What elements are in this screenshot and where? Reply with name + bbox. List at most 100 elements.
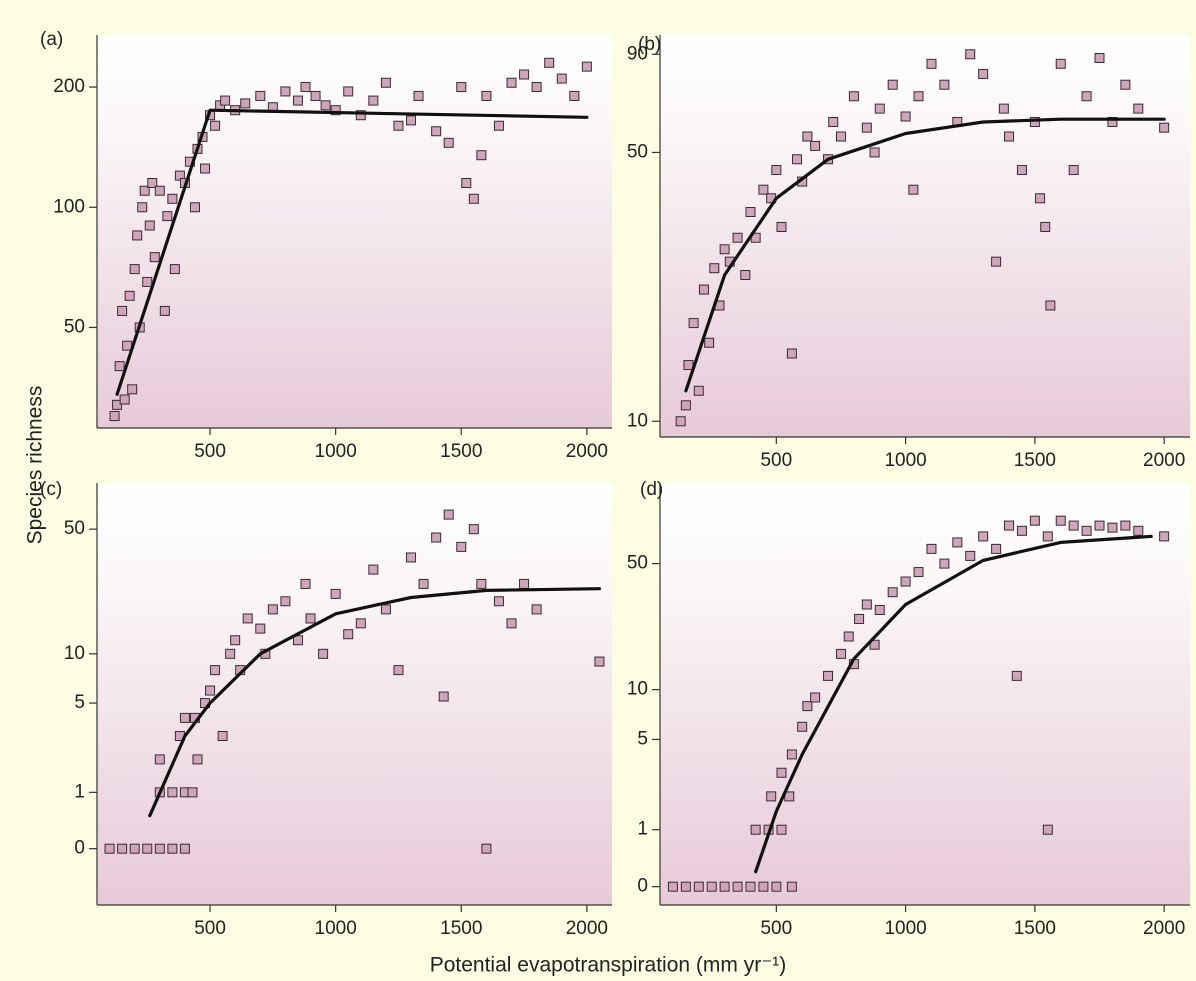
- x-tick-label: 1000: [315, 918, 357, 939]
- data-point: [206, 686, 215, 695]
- data-point: [888, 588, 897, 597]
- data-point: [211, 121, 220, 130]
- data-point: [1095, 521, 1104, 530]
- data-point: [684, 361, 693, 370]
- data-point: [344, 630, 353, 639]
- data-point: [914, 568, 923, 577]
- data-point: [953, 538, 962, 547]
- data-point: [439, 692, 448, 701]
- data-point: [168, 844, 177, 853]
- panel-label: (a): [40, 29, 63, 50]
- data-point: [710, 264, 719, 273]
- data-point: [419, 579, 428, 588]
- data-point: [777, 222, 786, 231]
- data-point: [507, 78, 516, 87]
- data-point: [394, 666, 403, 675]
- data-point: [110, 412, 119, 421]
- data-point: [855, 614, 864, 623]
- data-point: [344, 87, 353, 96]
- data-point: [751, 825, 760, 834]
- y-tick-label: 200: [53, 76, 85, 97]
- data-point: [979, 69, 988, 78]
- data-point: [557, 74, 566, 83]
- data-point: [444, 138, 453, 147]
- data-point: [168, 788, 177, 797]
- data-point: [494, 597, 503, 606]
- y-tick-label: 10: [627, 410, 648, 431]
- data-point: [507, 619, 516, 628]
- data-point: [694, 882, 703, 891]
- data-point: [130, 844, 139, 853]
- data-point: [746, 882, 755, 891]
- data-point: [888, 80, 897, 89]
- data-point: [901, 577, 910, 586]
- data-point: [803, 702, 812, 711]
- data-point: [241, 99, 250, 108]
- data-point: [1121, 521, 1130, 530]
- y-tick-label: 1: [637, 819, 648, 840]
- data-point: [155, 186, 164, 195]
- data-point: [829, 117, 838, 126]
- data-point: [293, 96, 302, 105]
- data-point: [940, 559, 949, 568]
- x-tick-label: 500: [760, 450, 792, 471]
- data-point: [676, 417, 685, 426]
- data-point: [1043, 825, 1052, 834]
- panel-label: (c): [40, 479, 62, 500]
- data-point: [772, 166, 781, 175]
- data-point: [1095, 54, 1104, 63]
- data-point: [218, 732, 227, 741]
- data-point: [940, 80, 949, 89]
- data-point: [811, 141, 820, 150]
- data-point: [733, 882, 742, 891]
- data-point: [482, 844, 491, 853]
- figure: Species richness Potential evapotranspir…: [0, 0, 1196, 981]
- y-tick-label: 1: [74, 781, 85, 802]
- data-point: [1056, 59, 1065, 68]
- data-point: [193, 755, 202, 764]
- data-point: [979, 532, 988, 541]
- data-point: [720, 245, 729, 254]
- data-point: [1134, 526, 1143, 535]
- data-point: [520, 579, 529, 588]
- data-point: [1160, 532, 1169, 541]
- data-point: [849, 92, 858, 101]
- plot-area: [97, 35, 612, 428]
- x-tick-label: 2000: [566, 918, 608, 939]
- data-point: [811, 693, 820, 702]
- data-point: [595, 657, 604, 666]
- data-point: [681, 401, 690, 410]
- x-tick-label: 2000: [1143, 918, 1185, 939]
- data-point: [281, 597, 290, 606]
- data-point: [787, 349, 796, 358]
- data-point: [927, 544, 936, 553]
- data-point: [457, 83, 466, 92]
- data-point: [1005, 521, 1014, 530]
- data-point: [155, 755, 164, 764]
- data-point: [381, 605, 390, 614]
- data-point: [787, 882, 796, 891]
- data-point: [705, 338, 714, 347]
- data-point: [256, 91, 265, 100]
- plot-area: [660, 483, 1190, 905]
- x-tick-label: 500: [194, 441, 226, 462]
- data-point: [927, 59, 936, 68]
- data-point: [767, 792, 776, 801]
- data-point: [570, 91, 579, 100]
- data-point: [143, 844, 152, 853]
- data-point: [862, 600, 871, 609]
- data-point: [311, 91, 320, 100]
- x-axis-label: Potential evapotranspiration (mm yr⁻¹): [430, 954, 787, 977]
- data-point: [407, 553, 416, 562]
- data-point: [798, 722, 807, 731]
- data-point: [836, 649, 845, 658]
- x-tick-label: 2000: [1143, 450, 1185, 471]
- data-point: [170, 265, 179, 274]
- x-tick-label: 1000: [884, 918, 926, 939]
- data-point: [281, 87, 290, 96]
- data-point: [1046, 301, 1055, 310]
- data-point: [909, 185, 918, 194]
- data-point: [875, 605, 884, 614]
- data-point: [301, 83, 310, 92]
- data-point: [145, 221, 154, 230]
